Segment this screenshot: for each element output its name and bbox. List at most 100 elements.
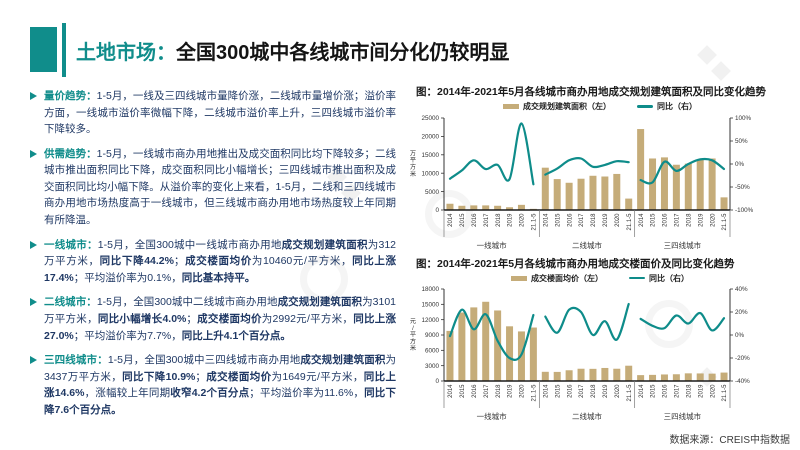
svg-text:方: 方 <box>410 163 416 171</box>
svg-text:-40%: -40% <box>735 378 750 385</box>
bar <box>517 204 525 210</box>
bullet-text: 二线城市：1-5月，全国300城中二线城市商办用地成交规划建筑面积为3101万平… <box>44 296 397 342</box>
bar <box>589 175 597 210</box>
x-tick-label: 2017 <box>579 212 585 226</box>
x-tick-label: 2020 <box>710 384 716 398</box>
trend-line <box>639 157 726 185</box>
bar <box>613 173 621 210</box>
legend-item: 成交楼面均价（左） <box>511 273 603 284</box>
svg-text:米: 米 <box>410 344 416 352</box>
legend-label: 同比（右） <box>657 102 697 112</box>
bar <box>684 163 692 210</box>
bar <box>506 326 514 382</box>
bar <box>577 178 585 210</box>
bullet-text: 量价趋势：1-5月，一线及三四线城市量降价涨，二线城市量增价涨；溢价率方面，一线… <box>44 90 397 136</box>
x-tick-label: 2015 <box>651 212 657 226</box>
bar-legend-swatch <box>503 104 519 110</box>
svg-text:25000: 25000 <box>421 115 439 122</box>
bar <box>696 159 704 210</box>
svg-text:方: 方 <box>410 338 416 346</box>
x-tick-label: 2019 <box>508 212 514 226</box>
x-tick-label: 2015 <box>651 384 657 398</box>
bullet-arrow-icon <box>30 356 37 365</box>
x-tick-label: 2018 <box>686 212 692 226</box>
bar <box>482 301 490 382</box>
x-tick-label: 2016 <box>663 384 669 398</box>
bar <box>470 204 478 210</box>
bar <box>458 205 466 210</box>
svg-text:40%: 40% <box>735 286 748 293</box>
x-tick-label: 2019 <box>508 384 514 398</box>
legend-item: 同比（右） <box>629 273 689 284</box>
panel-label: 三四线城市 <box>664 240 702 250</box>
legend-label: 同比（右） <box>649 273 689 283</box>
bar <box>494 205 502 210</box>
bar <box>494 310 502 382</box>
bar <box>672 374 680 382</box>
legend-item: 成交规划建筑面积（左） <box>503 101 611 112</box>
panel-label: 二线城市 <box>572 240 602 250</box>
x-tick-label: 2020 <box>520 212 526 226</box>
chart2-title: 图：2014年-2021年5月各线城市商办用地成交楼面价及同比变化趋势 <box>416 257 735 270</box>
legend-item: 同比（右） <box>637 101 697 112</box>
svg-text:3000: 3000 <box>425 363 440 370</box>
svg-text:50%: 50% <box>735 138 748 145</box>
svg-text:/: / <box>412 325 414 332</box>
svg-text:12000: 12000 <box>421 317 439 324</box>
x-tick-label: 2019 <box>698 212 704 226</box>
header-accent-bar <box>62 23 66 77</box>
x-tick-label: 21.1-5 <box>532 212 538 230</box>
trend-line <box>544 156 630 176</box>
svg-text:20000: 20000 <box>421 133 439 140</box>
bar <box>458 312 466 382</box>
bar <box>708 373 716 382</box>
bullet-item-0: 量价趋势：1-5月，一线及三四线城市量降价涨，二线城市量增价涨；溢价率方面，一线… <box>30 88 396 138</box>
svg-text:元: 元 <box>410 318 416 325</box>
x-tick-label: 2015 <box>460 212 466 226</box>
bar <box>649 375 657 382</box>
bar <box>565 182 573 210</box>
x-tick-label: 2020 <box>710 212 716 226</box>
bullet-text: 供需趋势：1-5月，一线城市商办用地推出及成交面积同比均下降较多；二线城市推出面… <box>44 147 397 227</box>
bar <box>446 203 454 210</box>
x-tick-label: 2019 <box>603 212 609 226</box>
x-tick-label: 2016 <box>567 212 573 226</box>
x-tick-label: 2020 <box>615 384 621 398</box>
x-tick-label: 2018 <box>591 384 597 398</box>
bar <box>637 128 645 210</box>
bar <box>482 204 490 210</box>
x-tick-label: 2014 <box>448 212 454 226</box>
svg-text:20%: 20% <box>735 309 748 316</box>
bar <box>529 327 537 382</box>
bar <box>637 375 645 382</box>
bar <box>553 178 561 210</box>
legend-label: 成交楼面均价（左） <box>531 273 603 283</box>
svg-text:100%: 100% <box>735 115 752 122</box>
bar <box>506 206 514 210</box>
bar <box>601 176 609 210</box>
x-tick-label: 2014 <box>543 212 549 226</box>
bar <box>672 164 680 210</box>
bar <box>613 368 621 382</box>
svg-text:9000: 9000 <box>425 332 440 339</box>
bar <box>625 198 633 210</box>
bar <box>696 373 704 382</box>
svg-text:15000: 15000 <box>421 152 439 159</box>
chart2-plot: 0 3000 6000 9000 12000 15000 18000 -40% -20% 0% 20… <box>410 286 750 421</box>
x-tick-label: 2017 <box>675 212 681 226</box>
chart1-title: 图：2014年-2021年5月各线城市商办用地成交规划建筑面积及同比变化趋势 <box>416 86 767 98</box>
x-tick-label: 2016 <box>567 384 573 398</box>
x-tick-label: 2016 <box>663 212 669 226</box>
bar <box>601 368 609 382</box>
bar <box>660 374 668 382</box>
bullet-arrow-icon <box>30 92 37 100</box>
svg-text:-50%: -50% <box>735 184 750 191</box>
x-tick-label: 2017 <box>579 384 585 398</box>
x-tick-label: 2018 <box>686 384 692 398</box>
bar <box>446 331 454 382</box>
bar <box>541 167 549 210</box>
trend-line <box>544 303 630 341</box>
x-tick-label: 2019 <box>698 384 704 398</box>
x-tick-label: 21.1-5 <box>627 384 633 402</box>
